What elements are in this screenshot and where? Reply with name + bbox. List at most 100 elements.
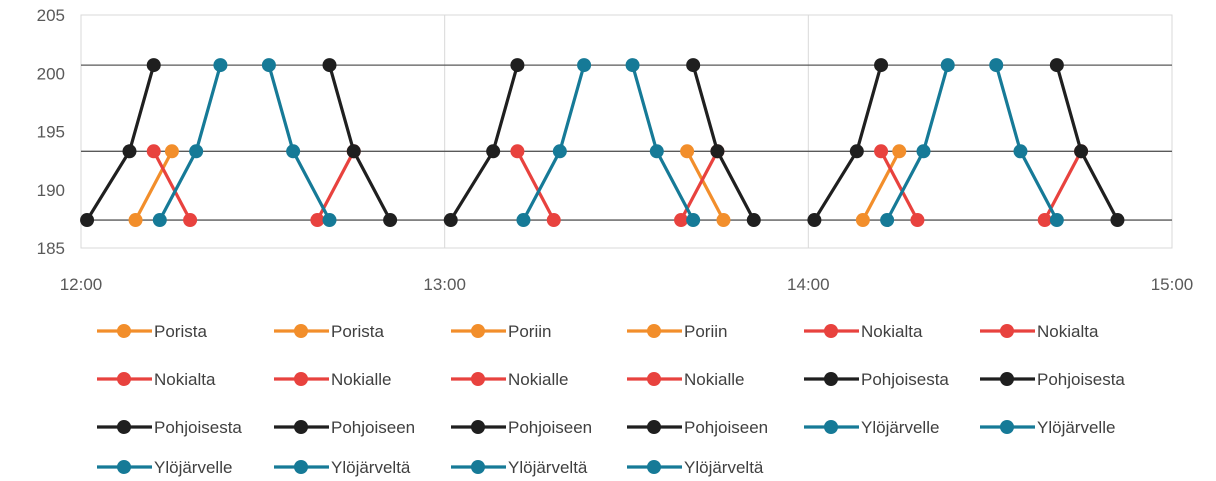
data-point xyxy=(874,144,889,159)
series xyxy=(322,58,398,228)
series xyxy=(510,144,561,228)
series-line xyxy=(685,150,725,221)
legend-marker xyxy=(471,460,485,474)
series xyxy=(680,144,731,228)
data-point xyxy=(1049,213,1064,228)
legend-item: Nokialle xyxy=(451,370,568,389)
data-point xyxy=(625,58,640,73)
data-point xyxy=(880,213,895,228)
plot-series xyxy=(80,58,1125,228)
legend-item: Nokialta xyxy=(804,322,923,341)
data-point xyxy=(674,213,689,228)
series xyxy=(807,58,889,228)
legend-marker xyxy=(117,460,131,474)
data-point xyxy=(710,144,725,159)
legend-marker xyxy=(647,420,661,434)
series xyxy=(874,144,925,228)
y-tick-label: 200 xyxy=(37,64,65,83)
data-point xyxy=(716,213,731,228)
legend-marker xyxy=(824,420,838,434)
data-point xyxy=(686,213,701,228)
series xyxy=(686,58,761,228)
series-line xyxy=(691,64,756,221)
legend-label: Poriin xyxy=(684,322,727,341)
series-line xyxy=(885,64,950,221)
data-point xyxy=(546,213,561,228)
data-point xyxy=(164,144,179,159)
data-point xyxy=(1074,144,1089,159)
legend-marker xyxy=(647,460,661,474)
legend-item: Pohjoisesta xyxy=(804,370,949,389)
series-line xyxy=(522,64,586,221)
y-tick-label: 195 xyxy=(37,123,65,142)
legend-label: Porista xyxy=(331,322,384,341)
series-line xyxy=(267,64,331,221)
data-point xyxy=(680,144,695,159)
data-point xyxy=(286,144,301,159)
legend-label: Nokialta xyxy=(861,322,923,341)
series xyxy=(516,58,592,228)
axes: 185 190 195 200 205 12:00 13:00 14:00 15:00 xyxy=(37,6,1194,294)
legend-item: Ylöjärvelle xyxy=(804,418,939,437)
series xyxy=(80,58,161,228)
series xyxy=(443,58,525,228)
legend-item: Ylöjärvelle xyxy=(980,418,1115,437)
data-point xyxy=(486,144,501,159)
data-point xyxy=(146,144,161,159)
legend-label: Pohjoisesta xyxy=(1037,370,1125,389)
series-line xyxy=(879,150,919,221)
legend-marker xyxy=(471,324,485,338)
series xyxy=(625,58,701,228)
data-point xyxy=(146,58,161,73)
series-line xyxy=(327,64,392,221)
legend-marker xyxy=(471,372,485,386)
legend-item: Nokialle xyxy=(627,370,744,389)
legend-item: Ylöjärveltä xyxy=(451,458,588,477)
data-point xyxy=(516,213,531,228)
legend-marker xyxy=(1000,324,1014,338)
x-tick-label: 14:00 xyxy=(787,275,830,294)
legend-item: Ylöjärveltä xyxy=(627,458,764,477)
data-point xyxy=(1037,213,1052,228)
legend-label: Pohjoiseen xyxy=(331,418,415,437)
series xyxy=(855,144,907,228)
legend-marker xyxy=(471,420,485,434)
legend-item: Ylöjärvelle xyxy=(97,458,232,477)
legend-item: Poriin xyxy=(627,322,727,341)
series xyxy=(880,58,955,228)
legend-item: Pohjoiseen xyxy=(627,418,768,437)
legend-item: Poriin xyxy=(451,322,551,341)
data-point xyxy=(849,144,864,159)
data-point xyxy=(746,213,761,228)
data-point xyxy=(183,213,198,228)
legend-label: Nokialta xyxy=(154,370,216,389)
data-point xyxy=(346,144,361,159)
legend-marker xyxy=(824,372,838,386)
data-point xyxy=(510,58,525,73)
y-tick-label: 185 xyxy=(37,239,65,258)
legend-label: Nokialta xyxy=(1037,322,1099,341)
legend-marker xyxy=(824,324,838,338)
data-point xyxy=(322,58,337,73)
legend-label: Pohjoisesta xyxy=(154,418,242,437)
legend-marker xyxy=(294,460,308,474)
legend-item: Nokialle xyxy=(274,370,391,389)
legend-label: Pohjoisesta xyxy=(861,370,949,389)
data-point xyxy=(152,213,167,228)
data-point xyxy=(892,144,907,159)
series xyxy=(146,144,198,228)
data-point xyxy=(122,144,137,159)
legend-label: Ylöjärvelle xyxy=(1037,418,1115,437)
legend-label: Pohjoiseen xyxy=(508,418,592,437)
data-point xyxy=(310,213,325,228)
series-line xyxy=(1055,64,1119,221)
series xyxy=(152,58,228,228)
series xyxy=(989,58,1064,228)
legend-label: Nokialle xyxy=(684,370,744,389)
data-point xyxy=(189,144,204,159)
data-point xyxy=(577,58,592,73)
legend-marker xyxy=(1000,372,1014,386)
data-point xyxy=(383,213,398,228)
legend-item: Pohjoiseen xyxy=(274,418,415,437)
